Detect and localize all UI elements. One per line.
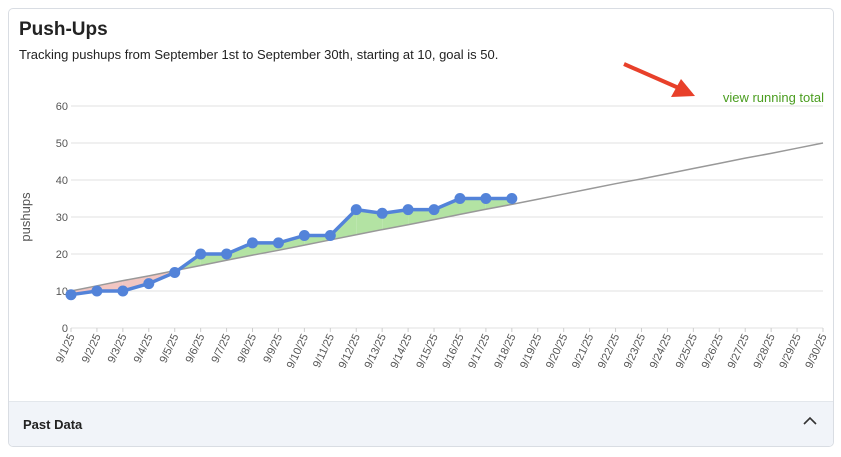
x-tick-label: 9/21/25: [570, 332, 596, 370]
point: [428, 204, 440, 216]
x-tick-label: 9/25/25: [674, 332, 700, 370]
x-tick-label: 9/22/25: [596, 332, 622, 370]
y-tick-label: 20: [56, 249, 68, 261]
x-tick-label: 9/6/25: [184, 332, 208, 365]
ahead-area: [252, 242, 279, 256]
x-tick-label: 9/9/25: [261, 332, 285, 365]
point: [350, 204, 362, 216]
x-tick-label: 9/5/25: [158, 332, 182, 365]
x-tick-label: 9/29/25: [777, 332, 803, 370]
x-tick-label: 9/8/25: [235, 332, 259, 365]
x-tick-label: 9/28/25: [751, 332, 777, 370]
x-tick-label: 9/11/25: [311, 332, 337, 370]
behind-area: [96, 280, 123, 291]
x-tick-label: 9/4/25: [132, 332, 156, 365]
ahead-area: [382, 209, 409, 230]
point: [247, 237, 259, 249]
goal-line: [70, 142, 824, 292]
point: [272, 237, 284, 249]
point: [324, 230, 336, 241]
chevron[interactable]: [803, 416, 817, 426]
point: [195, 248, 207, 260]
past-data-panel[interactable]: Past Data: [9, 401, 833, 446]
y-tick-label: 40: [56, 175, 68, 187]
x-tick-label: 9/12/25: [337, 332, 363, 370]
y-tick-label: 10: [56, 286, 68, 298]
x-tick-label: 9/10/25: [285, 332, 311, 370]
y-tick-label: 30: [56, 212, 68, 224]
ahead-area: [485, 198, 512, 210]
ahead-area: [278, 235, 305, 251]
card-title: Push-Ups: [19, 19, 108, 40]
point: [143, 278, 155, 290]
point: [221, 248, 233, 260]
panel-title: Past Data: [23, 417, 83, 432]
y-tick-label: 0: [62, 323, 68, 335]
x-tick-label: 9/17/25: [466, 332, 492, 370]
arrow: [623, 62, 695, 97]
x-tick-label: 9/18/25: [492, 332, 518, 370]
x-tick-label: 9/19/25: [518, 332, 544, 370]
x-tick-label: 9/20/25: [544, 332, 570, 370]
point: [506, 193, 518, 204]
ahead-area: [304, 235, 331, 246]
point: [169, 267, 181, 278]
ahead-area: [356, 209, 383, 235]
card: 0 10 20 30 40 50 60 pushups 9/1/25 9/2/25 9/3/25 9/…: [8, 8, 834, 447]
x-tick-label: 9/2/25: [80, 332, 104, 365]
point: [65, 289, 77, 301]
x-tick-label: 9/24/25: [648, 332, 674, 370]
x-tick-label: 9/3/25: [106, 332, 130, 365]
point: [402, 204, 414, 216]
ahead-area: [200, 254, 227, 266]
y-tick-label: 50: [56, 138, 68, 150]
x-tick-label: 9/13/25: [363, 332, 389, 370]
point: [480, 193, 492, 204]
point: [454, 193, 466, 204]
point: [91, 285, 103, 297]
x-tick-label: 9/7/25: [209, 332, 233, 365]
x-tick-label: 9/1/25: [54, 332, 78, 365]
point: [117, 285, 129, 297]
point: [298, 230, 310, 241]
x-tick-label: 9/30/25: [803, 332, 829, 370]
x-tick-label: 9/15/25: [414, 332, 440, 370]
y-tick-label: 60: [56, 101, 68, 113]
x-tick-label: 9/23/25: [622, 332, 648, 370]
point: [376, 207, 388, 219]
ahead-area: [408, 209, 435, 225]
x-tick-label: 9/26/25: [700, 332, 726, 370]
card-description: Tracking pushups from September 1st to S…: [19, 47, 499, 62]
y-axis-label: pushups: [18, 192, 33, 242]
x-tick-label: 9/16/25: [440, 332, 466, 370]
view-running-total-link[interactable]: view running total: [722, 90, 824, 105]
x-tick-label: 9/27/25: [726, 332, 752, 370]
x-tick-label: 9/14/25: [388, 332, 414, 370]
ahead-area: [434, 198, 460, 220]
